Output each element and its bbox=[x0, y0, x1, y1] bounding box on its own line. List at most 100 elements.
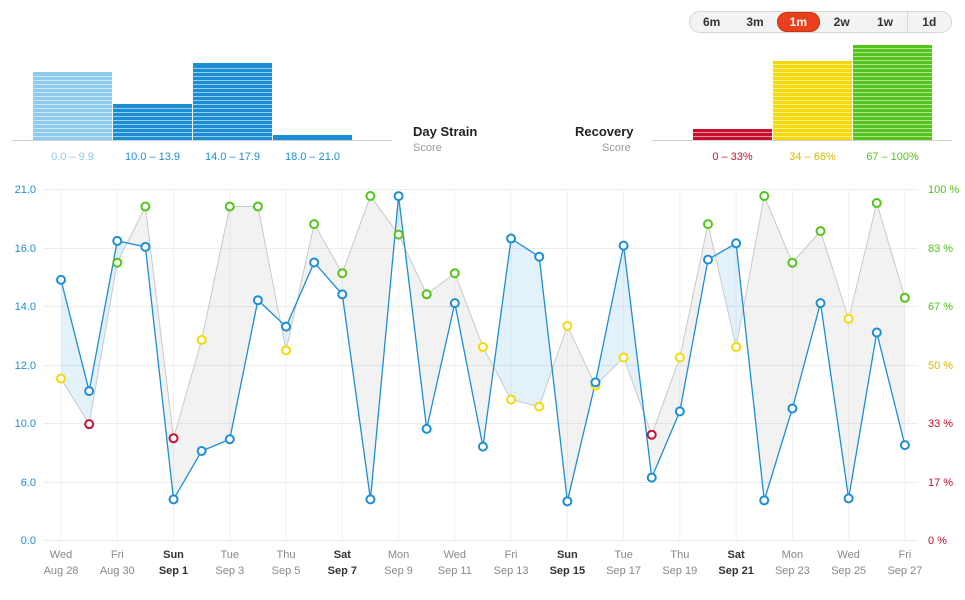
strain-point bbox=[309, 257, 320, 268]
right-axis-tick: 67 % bbox=[928, 301, 953, 313]
recovery-point bbox=[196, 334, 207, 345]
area-between-series bbox=[145, 206, 174, 500]
area-between-series bbox=[89, 240, 118, 425]
recovery-point bbox=[899, 292, 910, 303]
left-axis-tick: 21.0 bbox=[15, 184, 36, 196]
strain-point bbox=[84, 386, 95, 397]
strain-point bbox=[421, 423, 432, 434]
recovery-point bbox=[365, 191, 376, 202]
area-between-series bbox=[552, 325, 568, 502]
recovery-point bbox=[393, 229, 404, 240]
area-between-series bbox=[229, 206, 258, 440]
recovery-point bbox=[449, 268, 460, 279]
recovery-point bbox=[84, 419, 95, 430]
strain-point bbox=[506, 233, 517, 244]
recovery-point bbox=[759, 191, 770, 202]
tab-3m[interactable]: 3m bbox=[746, 15, 764, 29]
area-between-series bbox=[679, 224, 708, 412]
x-tick-date: Sep 21 bbox=[718, 565, 753, 577]
recovery-legend-bucket-label: 67 – 100% bbox=[866, 151, 919, 163]
x-tick-date: Aug 30 bbox=[100, 565, 135, 577]
x-tick-date: Sep 25 bbox=[831, 565, 866, 577]
strain-point bbox=[224, 434, 235, 445]
x-tick-day: Sun bbox=[163, 549, 184, 561]
recovery-point bbox=[252, 201, 263, 212]
strain-legend-bucket-label: 10.0 – 13.9 bbox=[125, 151, 180, 163]
strain-point bbox=[196, 446, 207, 457]
recovery-point bbox=[112, 257, 123, 268]
area-between-series bbox=[743, 196, 765, 501]
x-tick-date: Sep 19 bbox=[662, 565, 697, 577]
left-axis-tick: 6.0 bbox=[21, 477, 36, 489]
area-between-series bbox=[848, 203, 877, 499]
time-range-selector: 6m 3m 1m 2w 1w 1d bbox=[689, 11, 952, 33]
recovery-point bbox=[534, 401, 545, 412]
x-tick-day: Sat bbox=[728, 549, 745, 561]
strain-point bbox=[112, 235, 123, 246]
area-between-series bbox=[493, 238, 512, 400]
recovery-legend-subtitle: Score bbox=[602, 142, 631, 154]
strain-legend-bar bbox=[193, 63, 272, 140]
area-between-series bbox=[567, 325, 595, 502]
x-tick-day: Sun bbox=[557, 549, 578, 561]
tab-2w[interactable]: 2w bbox=[833, 15, 850, 29]
right-axis-tick: 17 % bbox=[928, 477, 953, 489]
area-between-series bbox=[370, 196, 396, 500]
x-tick-date: Sep 11 bbox=[438, 565, 472, 577]
strain-legend-bucket-label: 18.0 – 21.0 bbox=[285, 151, 340, 163]
x-tick-day: Fri bbox=[898, 549, 911, 561]
strain-point bbox=[787, 403, 798, 414]
recovery-point bbox=[674, 352, 685, 363]
strain-legend-title: Day Strain bbox=[413, 124, 478, 139]
left-axis-tick: 16.0 bbox=[15, 243, 36, 255]
recovery-point bbox=[477, 341, 488, 352]
area-between-series bbox=[511, 238, 540, 407]
recovery-point bbox=[731, 341, 742, 352]
recovery-point bbox=[168, 433, 179, 444]
recovery-point bbox=[421, 289, 432, 300]
right-axis-tick: 83 % bbox=[928, 243, 953, 255]
recovery-point bbox=[56, 373, 66, 384]
strain-point bbox=[252, 295, 263, 306]
strain-legend-subtitle: Score bbox=[413, 142, 442, 154]
strain-point bbox=[393, 191, 404, 202]
recovery-point bbox=[618, 352, 629, 363]
x-tick-date: Sep 3 bbox=[215, 565, 244, 577]
recovery-point bbox=[815, 226, 826, 237]
x-tick-date: Sep 7 bbox=[328, 565, 357, 577]
area-between-series bbox=[201, 206, 230, 452]
recovery-point bbox=[843, 313, 854, 324]
strain-point bbox=[477, 441, 488, 452]
recovery-point bbox=[224, 201, 235, 212]
strain-point bbox=[646, 472, 657, 483]
strain-point bbox=[590, 377, 601, 388]
recovery-legend-bucket-label: 0 – 33% bbox=[712, 151, 753, 163]
x-tick-day: Mon bbox=[782, 549, 803, 561]
x-tick-day: Thu bbox=[670, 549, 689, 561]
strain-point bbox=[815, 298, 826, 309]
tab-1m[interactable]: 1m bbox=[776, 12, 820, 32]
strain-legend-bar bbox=[273, 135, 352, 140]
recovery-point bbox=[646, 429, 657, 440]
tab-1w[interactable]: 1w bbox=[876, 15, 893, 29]
area-between-series bbox=[876, 203, 905, 446]
area-between-series bbox=[342, 196, 371, 500]
tab-1d[interactable]: 1d bbox=[906, 12, 951, 32]
strain-point bbox=[843, 493, 854, 504]
area-between-series bbox=[820, 231, 849, 499]
left-axis-tick: 12.0 bbox=[15, 360, 36, 372]
strain-point bbox=[449, 298, 460, 309]
x-tick-date: Sep 13 bbox=[494, 565, 529, 577]
x-tick-day: Mon bbox=[388, 549, 409, 561]
strain-point bbox=[562, 496, 573, 507]
tab-6m[interactable]: 6m bbox=[702, 15, 721, 29]
recovery-legend-bucket-label: 34 – 66% bbox=[789, 151, 836, 163]
left-axis-tick: 0.0 bbox=[21, 535, 36, 547]
recovery-point bbox=[787, 257, 798, 268]
area-between-series bbox=[764, 196, 793, 501]
recovery-point bbox=[309, 219, 320, 230]
x-tick-day: Fri bbox=[505, 549, 518, 561]
recovery-point bbox=[140, 201, 151, 212]
x-tick-day: Sat bbox=[334, 549, 351, 561]
area-between-series bbox=[314, 224, 343, 295]
